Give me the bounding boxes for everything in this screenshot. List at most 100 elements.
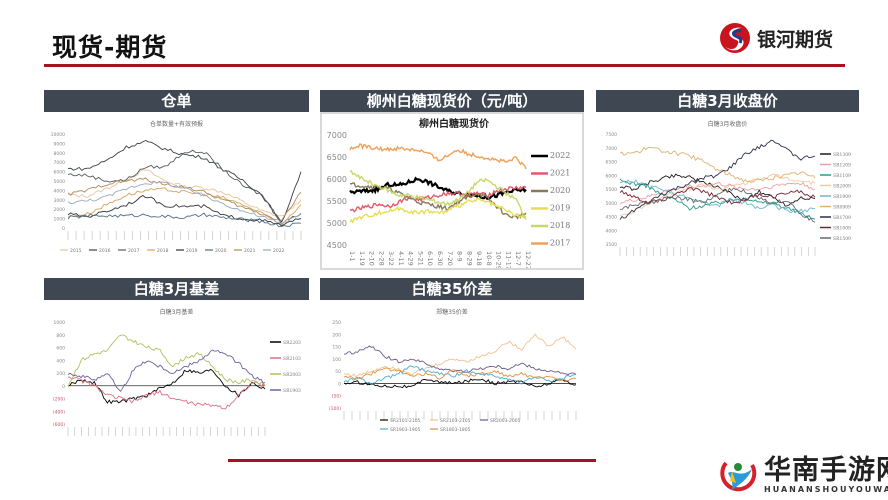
legend-label: 2019 [186, 248, 198, 254]
series-line [349, 197, 527, 224]
y-tick-label: (100) [329, 406, 341, 412]
x-tick-label: 4-11 [397, 251, 405, 266]
y-tick-label: 3500 [606, 242, 618, 248]
legend-label: 2019 [550, 204, 570, 213]
x-tick-label: 2-28 [377, 251, 385, 266]
page-title: 现货-期货 [52, 33, 168, 62]
y-tick-label: 7000 [606, 146, 618, 152]
y-tick-label: 0 [62, 226, 65, 232]
series-line [349, 143, 527, 170]
brand-name: 银河期货 [757, 28, 834, 51]
galaxy-logo-icon [720, 23, 750, 53]
series-line [349, 185, 527, 213]
35-spread-chart: 郑糖35价差 (100) (50) 0 50 100 150 200 250 SR2101-210… [329, 308, 577, 433]
y-tick-label: 5500 [327, 197, 347, 206]
legend-label: SR1803-1805 [440, 427, 471, 433]
series-line [67, 139, 302, 223]
panel-warehouse-receipts: 仓单 仓单数量+有效预报 0 1000 2000 3000 4000 5000 6000 700… [44, 90, 309, 268]
legend-label: 2020 [550, 186, 570, 195]
x-tick-label: 8-29 [465, 251, 473, 266]
legend-label: 2017 [550, 239, 570, 248]
y-tick-label: 5500 [606, 187, 618, 193]
series-line [67, 177, 302, 221]
y-tick-label: 8000 [54, 151, 66, 157]
y-tick-label: 7000 [54, 160, 66, 166]
legend-label: SR1509 [833, 236, 851, 242]
legend-label: 2022 [273, 248, 285, 254]
chart-title: 仓单数量+有效预报 [150, 120, 203, 128]
legend-label: SR1709 [833, 215, 851, 221]
series-line [619, 187, 816, 223]
x-tick-label: 9-18 [475, 251, 483, 266]
legend-label: SR1903-1905 [390, 427, 421, 433]
y-tick-label: 400 [56, 358, 65, 364]
x-tick-label: 5-21 [416, 251, 424, 266]
y-tick-label: (200) [53, 397, 65, 403]
legend-label: SR1309 [833, 152, 851, 158]
x-tick-label: 6-10 [426, 251, 434, 266]
chart-title: 郑糖35价差 [436, 308, 468, 316]
watermark-subtext: HUANANSHOUYOUWANG [764, 484, 888, 494]
y-tick-label: (50) [332, 394, 341, 400]
legend-label: SR1109 [833, 173, 851, 179]
series-line [67, 169, 302, 217]
legend-label: SR2009 [833, 184, 851, 190]
watermark: 华南手游网 HUANANSHOUYOUWANG [718, 455, 888, 495]
y-tick-label: 4000 [54, 188, 66, 194]
y-tick-label: 4500 [606, 215, 618, 221]
series-line [619, 179, 816, 214]
series-line [67, 368, 266, 405]
x-tick-label: 12-27 [524, 251, 532, 270]
series-line [619, 139, 816, 220]
series-line [619, 146, 816, 183]
y-tick-label: 6000 [606, 173, 618, 179]
header-divider [44, 64, 845, 67]
legend-label: 2015 [70, 248, 82, 254]
y-tick-label: 5000 [606, 201, 618, 207]
legend-label: 2022 [550, 151, 570, 160]
legend-label: SR1903 [283, 388, 301, 394]
chart-title: 白糖3月收盘价 [708, 120, 748, 128]
x-tick-label: 6-30 [436, 251, 444, 266]
series-line [349, 169, 527, 220]
series-line [343, 367, 577, 382]
panel-title: 仓单 [44, 90, 309, 112]
series-line [349, 182, 527, 220]
x-tick-label: 10-29 [495, 251, 503, 270]
legend-label: 2018 [157, 248, 169, 254]
y-tick-label: 200 [56, 371, 65, 377]
legend-label: 2018 [550, 221, 570, 230]
panel-march-basis: 白糖3月基差 白糖3月基差 (600) (400) (200) 0 200 400 600 80… [44, 278, 309, 450]
series-line [67, 376, 266, 410]
legend-label: 2016 [99, 248, 111, 254]
panel-liuzhou-spot-price: 柳州白糖现货价（元/吨） 柳州白糖现货价 4500 5000 5500 6000 6500… [320, 90, 584, 270]
legend-label: SR2003-2005 [490, 418, 521, 424]
legend-label: SR1909 [833, 194, 851, 200]
legend-label: SR2003 [283, 372, 301, 378]
y-tick-label: 250 [332, 320, 341, 326]
y-tick-label: 150 [332, 345, 341, 351]
legend-label: SR2103-2105 [440, 418, 471, 424]
x-tick-label: 12-7 [514, 251, 522, 266]
y-tick-label: (600) [53, 422, 65, 428]
legend-label: 2021 [550, 169, 570, 178]
y-tick-label: 6500 [606, 160, 618, 166]
y-tick-label: 200 [332, 332, 341, 338]
x-tick-label: 7-20 [446, 251, 454, 266]
x-tick-label: 8-9 [456, 251, 464, 262]
series-line [343, 345, 577, 376]
panel-35-spread: 白糖35价差 郑糖35价差 (100) (50) 0 50 100 150 200 250 SR2… [320, 278, 584, 450]
x-tick-label: 3-22 [387, 251, 395, 266]
march-close-price-chart: 白糖3月收盘价 3500 4000 4500 5000 5500 6000 6500 7000 7… [606, 120, 851, 256]
legend-label: SR1009 [833, 226, 851, 232]
x-tick-label: 2-10 [368, 251, 376, 266]
y-tick-label: 0 [62, 384, 65, 390]
panel-title: 白糖3月收盘价 [596, 90, 859, 112]
series-line [343, 378, 577, 389]
legend-label: 2020 [215, 248, 227, 254]
series-line [343, 333, 577, 378]
y-tick-label: 6000 [54, 170, 66, 176]
legend-label: 2021 [244, 248, 256, 254]
y-tick-label: 2000 [54, 207, 66, 213]
march-basis-chart: 白糖3月基差 (600) (400) (200) 0 200 400 600 800 1000 SR… [53, 308, 301, 436]
